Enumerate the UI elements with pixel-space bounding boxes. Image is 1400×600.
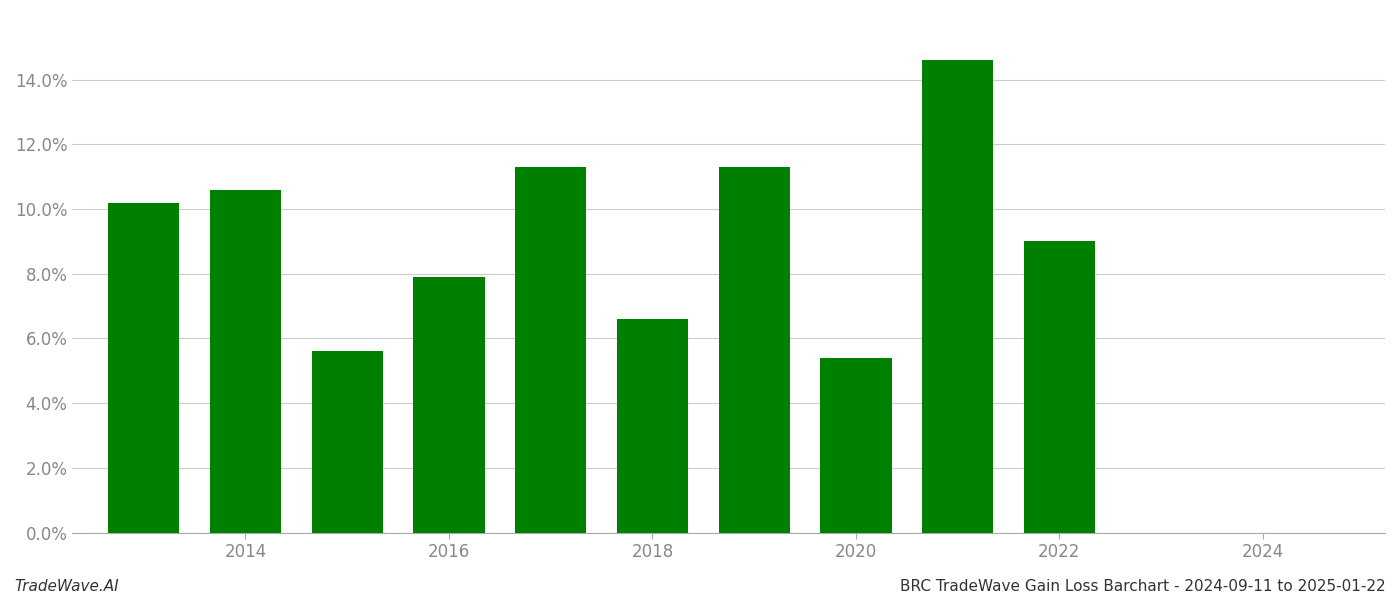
Text: TradeWave.AI: TradeWave.AI: [14, 579, 119, 594]
Bar: [617, 319, 687, 533]
Bar: [413, 277, 484, 533]
Bar: [210, 190, 281, 533]
Bar: [718, 167, 790, 533]
Bar: [820, 358, 892, 533]
Text: BRC TradeWave Gain Loss Barchart - 2024-09-11 to 2025-01-22: BRC TradeWave Gain Loss Barchart - 2024-…: [900, 579, 1386, 594]
Bar: [312, 352, 382, 533]
Bar: [923, 60, 993, 533]
Bar: [108, 203, 179, 533]
Bar: [515, 167, 587, 533]
Bar: [1023, 241, 1095, 533]
